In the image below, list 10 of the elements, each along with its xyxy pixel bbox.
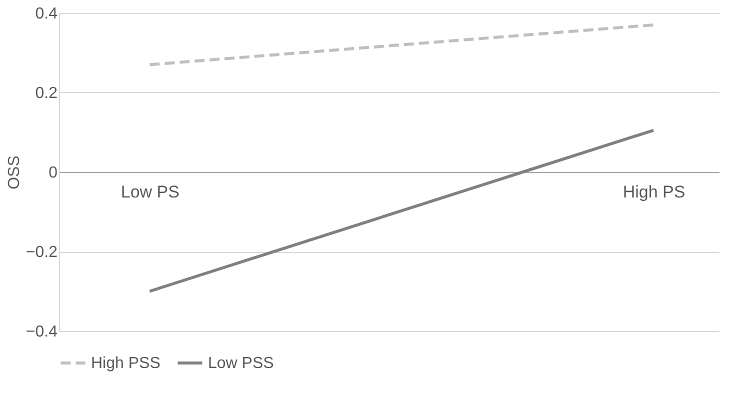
legend-label: Low PSS <box>208 355 274 372</box>
y-tick-label: 0.2 <box>35 85 58 102</box>
y-tick-label: 0 <box>48 164 58 182</box>
y-tick-label: −0.2 <box>26 244 58 261</box>
y-axis-title: OSS <box>6 156 23 190</box>
x-tick-label: High PS <box>622 182 686 202</box>
x-tick-label: Low PS <box>120 182 180 202</box>
y-tick-label: −0.4 <box>26 324 58 340</box>
y-tick-label: 0.4 <box>35 6 58 22</box>
legend-label: High PSS <box>91 355 160 372</box>
